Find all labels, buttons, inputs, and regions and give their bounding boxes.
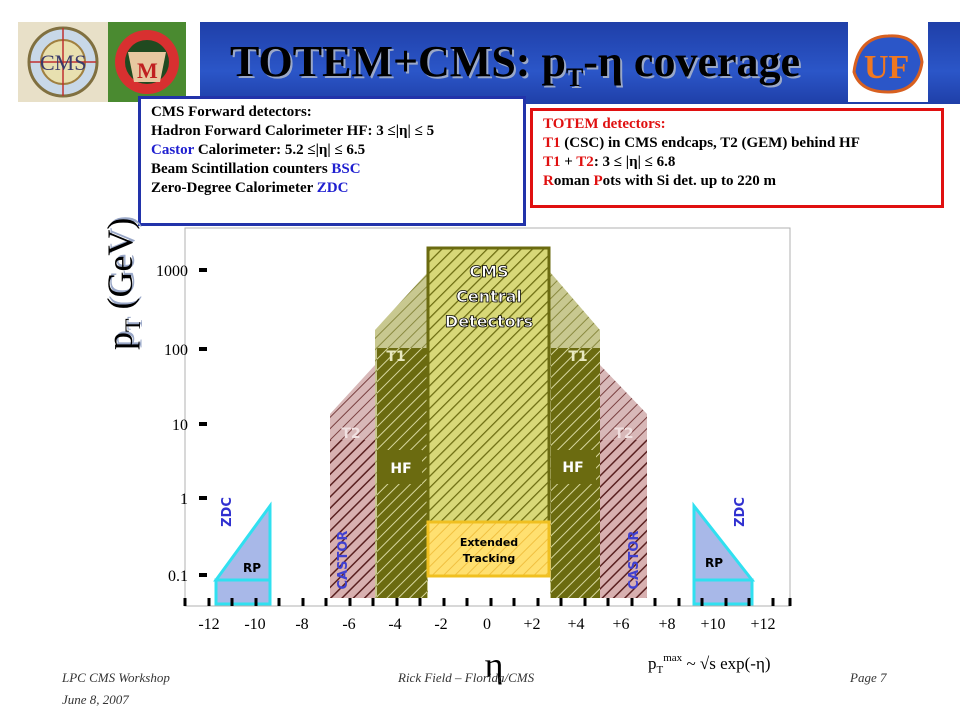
t1-right-label: T1 [568,349,587,365]
hf-left-region [377,348,427,598]
x-tick-+10: +10 [700,616,725,633]
y-tick-10: 10 [172,417,188,434]
zdc-left-label: ZDC [220,497,235,527]
hf-right-label: HF [562,460,583,476]
totem-box-line-t1t2: T1 + T2: 3 ≤ |η| ≤ 6.8 [543,154,676,170]
totem-detectors-box: TOTEM detectors: T1 (CSC) in CMS endcaps… [530,108,944,208]
x-tick-+12: +12 [750,616,775,633]
x-tick--8: -8 [295,616,308,633]
cms-central-label-1: CMS [469,262,508,281]
field-logo: M [108,22,186,102]
footer-workshop: LPC CMS Workshop [62,670,170,685]
pt-max-formula: pTmax ~ √s exp(-η) [648,652,771,676]
castor-left-region [330,440,375,598]
x-axis-ticks [183,598,792,606]
x-tick-+2: +2 [523,616,540,633]
x-tick--6: -6 [342,616,355,633]
y-tick-1: 1 [180,491,188,508]
t2-left-label: T2 [341,426,360,442]
castor-left-label: CASTOR [336,531,351,590]
x-tick--4: -4 [388,616,401,633]
cms-central-region [426,246,551,524]
x-tick--12: -12 [198,616,219,633]
x-tick-0: 0 [483,616,491,633]
totem-box-heading: TOTEM detectors: [543,116,666,132]
y-axis-title: pT (GeV) [100,218,145,350]
rp-right-label: RP [705,556,723,570]
castor-right-label: CASTOR [627,531,642,590]
t2-left-region [330,365,375,598]
cms-logo: CMS [18,22,108,102]
header-band [200,22,960,104]
zdc-left-region [214,578,272,606]
cms-forward-detectors-box: CMS Forward detectors: Hadron Forward Ca… [138,96,526,226]
x-tick--2: -2 [434,616,447,633]
cms-box-line-hf: Hadron Forward Calorimeter HF: 3 ≤|η| ≤ … [151,123,435,139]
t1-right-region [550,272,600,598]
svg-text:CMS: CMS [40,50,86,75]
footer-page: Page 7 [850,670,887,685]
cms-central-label-2: Central [456,287,522,306]
hf-right-region [551,348,600,598]
castor-right-region [600,440,647,598]
cms-box-line-castor: Castor Calorimeter: 5.2 ≤|η| ≤ 6.5 [151,142,366,158]
x-tick-+4: +4 [567,616,584,633]
rp-left-label: RP [243,561,261,575]
footer-author: Rick Field – Florida/CMS [398,670,535,685]
t2-right-label: T2 [614,426,633,442]
t2-right-region [600,365,647,598]
hf-right-label-box [551,450,596,484]
extended-tracking-label-1: Extended [460,536,518,549]
totem-box-line-rp: Roman Pots with Si det. up to 220 m [543,173,776,189]
x-tick-+6: +6 [612,616,629,633]
y-tick-100: 100 [164,342,188,359]
cms-box-line-bsc: Beam Scintillation counters BSC [151,161,361,177]
rp-left-region [213,501,272,582]
y-tick-0.1: 0.1 [168,568,188,585]
t1-left-label: T1 [386,349,405,365]
svg-text:UF: UF [864,49,909,86]
y-axis-ticks [199,268,207,577]
svg-text:M: M [137,58,158,83]
rp-right-region [692,501,756,582]
x-tick--10: -10 [244,616,265,633]
cms-central-label-3: Detectors [445,312,533,331]
uf-logo: UF [848,22,928,102]
hf-left-label: HF [390,461,411,477]
totem-box-line-t1: T1 (CSC) in CMS endcaps, T2 (GEM) behind… [543,135,860,151]
y-tick-1000: 1000 [156,263,188,280]
x-tick-+8: +8 [658,616,675,633]
hf-left-label-box [377,450,422,484]
plot-frame [184,227,791,607]
extended-tracking-label-2: Tracking [463,552,515,565]
cms-box-heading: CMS Forward detectors: [151,104,312,120]
cms-box-line-zdc: Zero-Degree Calorimeter ZDC [151,180,349,196]
footer-date: June 8, 2007 [62,692,129,707]
zdc-right-region [692,578,754,606]
t1-left-region [375,272,428,598]
zdc-right-label: ZDC [733,497,748,527]
extended-tracking-region [426,520,551,578]
page-title: TOTEM+CMS: pT-η coverage [229,37,801,92]
